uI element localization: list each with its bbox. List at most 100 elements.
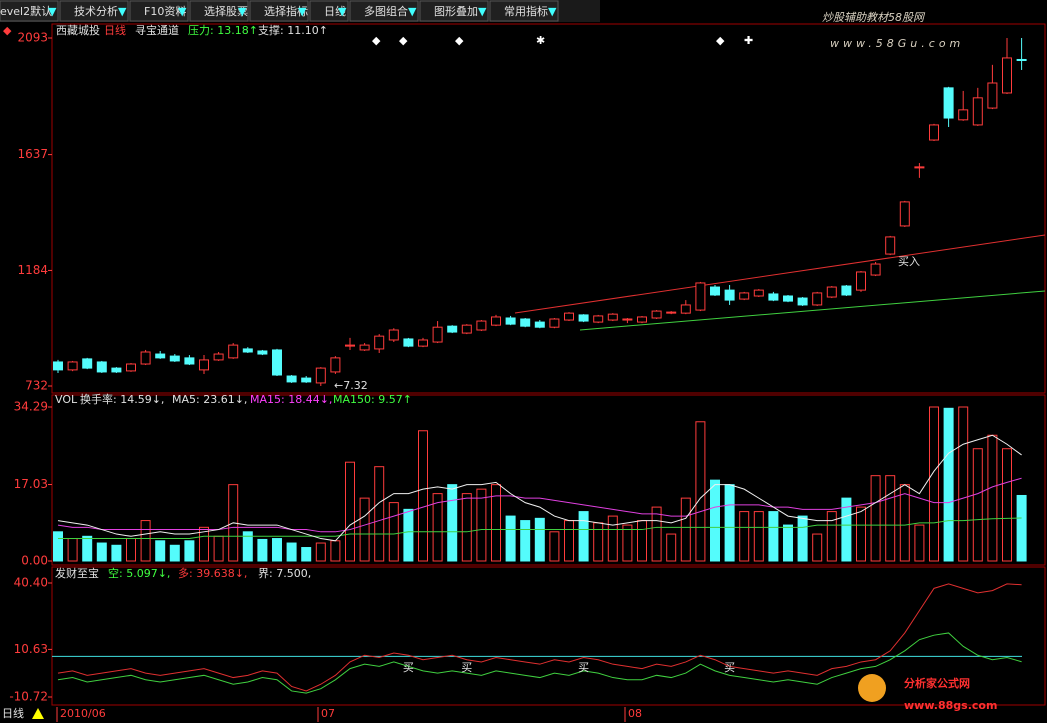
- candle-body: [622, 318, 633, 321]
- volume-bar: [856, 506, 866, 562]
- candle-body: [680, 304, 691, 314]
- watermark-url: www.58Gu.com: [830, 37, 964, 50]
- signal-markers: ◆ ◆ ◆ ✱ ◆ ✚: [372, 34, 753, 47]
- toolbar-label[interactable]: F10资料: [144, 4, 186, 18]
- candle-body: [783, 295, 793, 302]
- buy-signal: 买入: [898, 255, 920, 268]
- channel-upper: [514, 234, 1046, 314]
- volume-bar: [753, 511, 764, 562]
- buy-marker: 买: [461, 661, 472, 674]
- candle-body: [651, 310, 662, 319]
- candle-body: [374, 335, 385, 350]
- volume-bar: [943, 407, 954, 562]
- candle-body: [184, 357, 195, 365]
- toolbar-button[interactable]: [419, 0, 489, 22]
- volume-bar: [797, 515, 808, 562]
- signal-marker: ◆: [716, 34, 725, 47]
- y-tick-label: 732: [25, 379, 48, 393]
- indicator-name: 寻宝通道: [135, 23, 179, 37]
- footer-date: 2010/06: [60, 707, 106, 720]
- toolbar-label[interactable]: 日线: [324, 4, 346, 18]
- volume-bar: [505, 515, 516, 562]
- candle-body: [111, 367, 122, 373]
- candle-body: [476, 320, 487, 331]
- footer-date: 08: [628, 707, 642, 720]
- candle-body: [96, 361, 107, 373]
- toolbar-button[interactable]: [489, 0, 559, 22]
- toolbar-button[interactable]: [189, 0, 249, 22]
- toolbar-button[interactable]: [59, 0, 129, 22]
- indicator-frame: [51, 566, 1046, 706]
- watermark-title: 炒股辅助教材58股网: [822, 11, 926, 24]
- toolbar-label[interactable]: 常用指标: [504, 4, 548, 18]
- footer-date-ticks: [56, 707, 626, 722]
- volume-bar: [520, 520, 531, 562]
- candle-body: [67, 361, 78, 371]
- footer-date: 07: [321, 707, 335, 720]
- toolbar-button[interactable]: [129, 0, 189, 22]
- period-label: 日线: [104, 23, 126, 37]
- toolbar-label[interactable]: 技术分析: [74, 4, 118, 18]
- candle-body: [826, 286, 837, 298]
- volume-bar: [315, 542, 326, 562]
- toolbar-label[interactable]: 图形叠加: [434, 5, 478, 18]
- volume-bar: [724, 484, 735, 562]
- candle-body: [885, 236, 896, 255]
- candle-body: [695, 282, 706, 311]
- toolbar-arrow[interactable]: ▼: [408, 5, 417, 18]
- toolbar-arrow[interactable]: ▼: [298, 5, 307, 18]
- long-line: [57, 583, 1022, 692]
- volume-header: VOL: [55, 393, 78, 406]
- toolbar-arrow[interactable]: ▼: [548, 5, 557, 18]
- candle-body: [242, 348, 253, 353]
- toolbar-button[interactable]: [309, 0, 349, 22]
- y-tick-label: 0.00: [21, 554, 48, 568]
- candle-body: [1002, 57, 1012, 94]
- candle-body: [914, 166, 925, 169]
- toolbar-label[interactable]: 多图组合: [364, 4, 408, 18]
- toolbar-arrow[interactable]: ▼: [478, 5, 487, 18]
- toolbar-button[interactable]: [349, 0, 419, 22]
- candle-body: [199, 359, 209, 371]
- candle-body: [899, 201, 910, 227]
- toolbar-label[interactable]: evel2默认: [0, 5, 52, 18]
- toolbar-arrow[interactable]: ▼: [118, 5, 127, 18]
- y-tick-label: 1637: [17, 147, 48, 161]
- y-tick-label: 2093: [17, 31, 48, 45]
- candle-body: [593, 315, 604, 323]
- toolbar-arrow[interactable]: ▼: [338, 5, 347, 18]
- toolbar-button[interactable]: [0, 0, 59, 22]
- toolbar-arrow[interactable]: ▼: [178, 5, 187, 18]
- volume-bar: [929, 406, 939, 562]
- toolbar-label[interactable]: 选择股票: [204, 4, 248, 18]
- indicator-panel-name: 发财至宝: [55, 566, 99, 580]
- candle-body: [447, 325, 458, 333]
- candle-body: [359, 344, 370, 351]
- candle-body: [739, 292, 750, 300]
- volume-bar: [870, 475, 881, 562]
- volume-bar: [695, 421, 706, 562]
- volume-bar: [418, 430, 428, 562]
- volume-bar: [242, 531, 253, 562]
- volume-bar: [651, 506, 662, 562]
- toolbar-button[interactable]: [249, 0, 309, 22]
- logo-icon: [858, 674, 886, 702]
- volume-bar: [403, 508, 414, 562]
- volume-bar: [96, 542, 107, 562]
- toolbar-arrow[interactable]: ▼: [238, 5, 247, 18]
- volume-bar: [578, 511, 589, 562]
- volume-bar: [885, 475, 896, 562]
- toolbar-label[interactable]: 选择指标: [264, 4, 308, 18]
- toolbar-arrow[interactable]: ▼: [48, 5, 57, 18]
- candle-body: [841, 285, 852, 296]
- y-tick-label: 1184: [17, 263, 48, 277]
- ma15-label: MA15: 18.44↓,: [250, 393, 332, 406]
- volume-bar: [374, 466, 385, 562]
- candle-body: [768, 293, 779, 301]
- candle-body: [929, 124, 939, 141]
- candle-body: [958, 109, 969, 121]
- volume-bar: [476, 488, 487, 562]
- signal-marker: ◆: [399, 34, 408, 47]
